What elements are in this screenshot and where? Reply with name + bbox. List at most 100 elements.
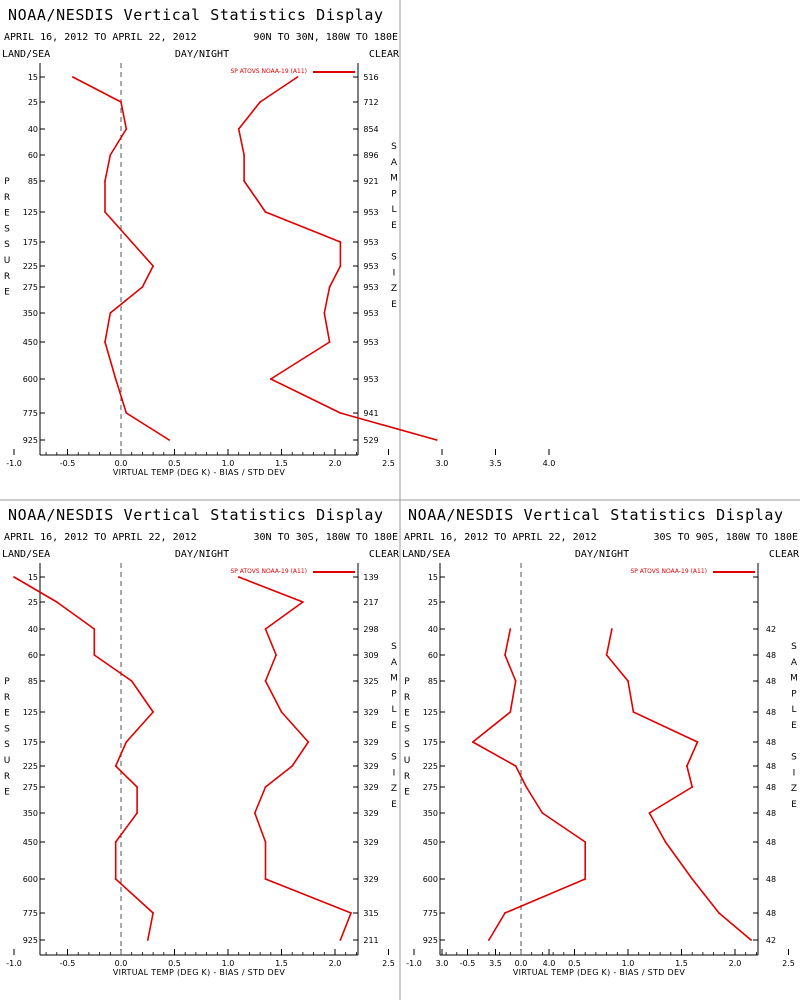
right-axis-letter: L — [791, 705, 796, 715]
pressure-level-label: 85 — [428, 677, 438, 686]
sample-size-label: 896 — [363, 151, 378, 160]
data-point-std_dev — [696, 741, 699, 743]
clear-label: CLEAR — [769, 549, 800, 560]
pressure-level-label: 775 — [423, 909, 438, 918]
x-tick-label: 1.0 — [622, 959, 635, 968]
y-axis-letter: E — [4, 709, 10, 719]
pressure-level-label: 40 — [28, 125, 38, 134]
pressure-level-label: 775 — [23, 909, 38, 918]
sample-size-label: 516 — [363, 73, 378, 82]
sample-size-label: 139 — [363, 573, 378, 582]
series-line-bias — [472, 628, 586, 941]
data-point-bias — [471, 741, 474, 743]
sample-size-label: 953 — [363, 238, 378, 247]
sample-size-label: 953 — [363, 338, 378, 347]
y-axis-letter: R — [4, 772, 10, 782]
sample-size-label: 211 — [363, 936, 378, 945]
data-point-std_dev — [243, 154, 245, 156]
sample-size-label: 48 — [766, 909, 776, 918]
sample-size-label: 329 — [363, 762, 378, 771]
data-point-bias — [109, 312, 112, 314]
right-axis-letter: S — [391, 753, 397, 763]
pressure-level-label: 40 — [28, 625, 38, 634]
pressure-level-label: 25 — [28, 98, 38, 107]
data-point-std_dev — [750, 939, 752, 941]
data-point-std_dev — [264, 211, 267, 213]
x-tick-label: 2.0 — [329, 959, 342, 968]
day-night-label: DAY/NIGHT — [175, 49, 229, 60]
y-axis-letter: R — [4, 272, 10, 282]
data-point-std_dev — [243, 180, 245, 182]
right-axis-letter: Z — [391, 784, 397, 794]
series-line-std_dev — [238, 576, 352, 941]
x-tick-label: 4.0 — [543, 459, 556, 468]
series-line-std_dev — [605, 628, 752, 941]
right-axis-letter: P — [391, 689, 397, 699]
data-point-std_dev — [264, 878, 267, 880]
data-point-std_dev — [253, 812, 256, 814]
date-range: APRIL 16, 2012 TO APRIL 22, 2012 — [4, 532, 197, 543]
right-axis-letter: Z — [391, 284, 397, 294]
data-point-std_dev — [237, 128, 240, 130]
sample-size-label: 42 — [766, 625, 776, 634]
pressure-level-label: 600 — [423, 875, 438, 884]
data-point-bias — [104, 211, 106, 213]
pressure-level-label: 350 — [23, 309, 38, 318]
right-axis-letter: E — [391, 800, 397, 810]
sample-size-label: 712 — [363, 98, 378, 107]
data-point-bias — [55, 601, 58, 603]
pressure-level-label: 175 — [23, 738, 38, 747]
chart-title: NOAA/NESDIS Vertical Statistics Display — [8, 6, 384, 24]
y-axis-letter: U — [4, 256, 11, 266]
x-tick-label: -1.0 — [406, 959, 422, 968]
data-point-std_dev — [296, 76, 299, 78]
x-tick-label: 0.0 — [515, 959, 528, 968]
data-point-bias — [114, 841, 117, 843]
sample-size-label: 48 — [766, 738, 776, 747]
data-point-std_dev — [718, 912, 720, 914]
data-point-bias — [488, 939, 490, 941]
data-point-bias — [141, 286, 144, 288]
pressure-level-label: 125 — [23, 708, 38, 717]
x-axis-label: VIRTUAL TEMP (DEG K) - BIAS / STD DEV — [113, 468, 286, 477]
data-point-std_dev — [339, 412, 342, 414]
land-sea-label: LAND/SEA — [2, 549, 50, 560]
y-axis-letter: S — [4, 740, 10, 750]
date-range: APRIL 16, 2012 TO APRIL 22, 2012 — [404, 532, 597, 543]
data-point-std_dev — [328, 341, 331, 343]
pressure-level-label: 125 — [23, 208, 38, 217]
sample-size-label: 325 — [363, 677, 378, 686]
pressure-level-label: 25 — [28, 598, 38, 607]
right-axis-letter: E — [391, 221, 397, 231]
data-point-std_dev — [237, 576, 240, 578]
legend-label: SP ATOVS NOAA-19 (A11) — [230, 568, 307, 575]
y-axis-letter: P — [4, 677, 10, 687]
x-tick-label: 2.0 — [729, 959, 742, 968]
data-point-bias — [504, 912, 506, 914]
pressure-level-label: 775 — [23, 409, 38, 418]
x-tick-label: 2.0 — [329, 459, 342, 468]
data-point-bias — [525, 786, 528, 788]
pressure-level-label: 175 — [423, 738, 438, 747]
data-point-std_dev — [350, 912, 352, 914]
x-tick-label: -1.0 — [6, 459, 22, 468]
right-axis-letter: A — [391, 158, 398, 168]
x-tick-label: 0.5 — [568, 959, 581, 968]
data-point-std_dev — [259, 101, 261, 103]
sample-size-label: 921 — [363, 177, 378, 186]
sample-size-label: 298 — [363, 625, 378, 634]
x-tick-label: 4.0 — [543, 959, 556, 968]
pressure-level-label: 925 — [23, 936, 38, 945]
data-point-bias — [136, 786, 138, 788]
data-point-bias — [93, 654, 96, 656]
right-axis-letter: S — [391, 253, 397, 263]
sample-size-label: 953 — [363, 208, 378, 217]
right-axis-letter: S — [791, 753, 797, 763]
pressure-level-label: 925 — [423, 936, 438, 945]
sample-size-label: 48 — [766, 875, 776, 884]
pressure-level-label: 450 — [23, 838, 38, 847]
data-point-bias — [93, 628, 96, 630]
data-point-std_dev — [685, 765, 688, 767]
series-line-std_dev — [237, 76, 437, 441]
y-axis-letter: E — [404, 788, 410, 798]
